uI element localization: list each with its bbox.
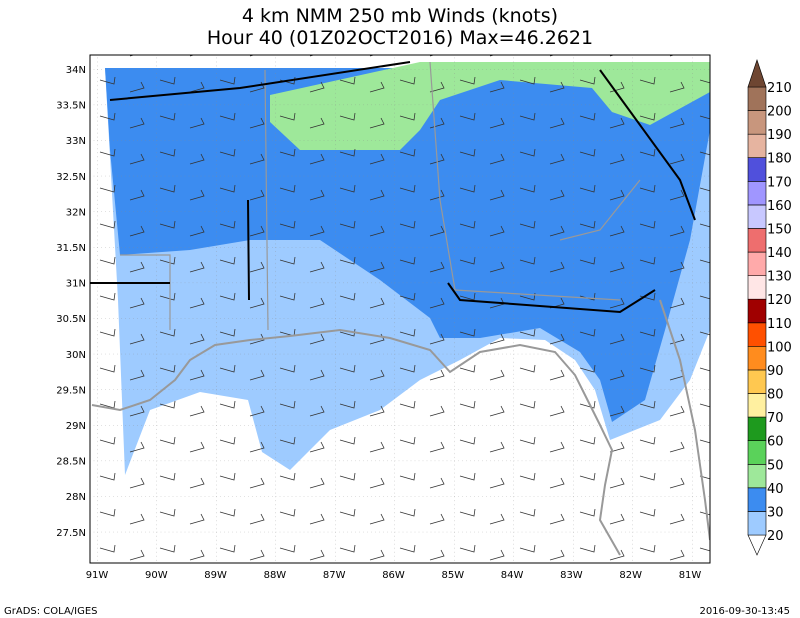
lon-label: 83W <box>560 570 583 581</box>
colorbar-label: 110 <box>767 317 792 332</box>
colorbar-label: 40 <box>767 482 784 497</box>
colorbar-label: 130 <box>767 270 792 285</box>
lat-label: 31.5N <box>56 243 86 254</box>
lat-label: 34N <box>66 65 86 76</box>
colorbar-box <box>747 59 767 88</box>
colorbar-box <box>747 346 767 371</box>
state-borders <box>120 61 641 331</box>
colorbar-label: 80 <box>767 388 784 403</box>
colorbar-label: 200 <box>767 105 792 120</box>
colorbar-box <box>747 369 767 394</box>
colorbar-label: 210 <box>767 81 792 96</box>
colorbar-box <box>747 228 767 253</box>
colorbar-box <box>747 511 767 536</box>
colorbar-box <box>747 534 767 556</box>
colorbar-label: 150 <box>767 222 792 237</box>
colorbar-box <box>747 275 767 300</box>
lon-label: 88W <box>264 570 287 581</box>
colorbar-box <box>747 322 767 347</box>
colorbar-label: 90 <box>767 364 784 379</box>
colorbar-box <box>747 487 767 512</box>
lon-label: 84W <box>501 570 524 581</box>
colorbar-box <box>747 251 767 276</box>
lat-label: 29N <box>66 421 86 432</box>
colorbar-label: 100 <box>767 340 792 355</box>
colorbar-label: 60 <box>767 435 784 450</box>
lat-label: 33N <box>66 136 86 147</box>
subtitle: Hour 40 (01Z02OCT2016) Max=46.2621 <box>207 27 593 49</box>
colorbar-label: 20 <box>767 529 784 544</box>
lon-label: 91W <box>86 570 109 581</box>
colorbar-box <box>747 416 767 441</box>
lat-label: 32N <box>66 207 86 218</box>
lat-label: 29.5N <box>56 385 86 396</box>
lon-label: 90W <box>145 570 168 581</box>
colorbar-label: 140 <box>767 246 792 261</box>
lon-label: 82W <box>619 570 642 581</box>
lon-label: 89W <box>204 570 227 581</box>
map-frame <box>89 54 711 564</box>
title: 4 km NMM 250 mb Winds (knots) <box>242 5 558 27</box>
colorbar-label: 70 <box>767 411 784 426</box>
colorbar-box <box>747 133 767 159</box>
footer-left: GrADS: COLA/IGES <box>4 606 98 617</box>
colorbar-box <box>747 440 767 465</box>
coastline <box>91 299 710 556</box>
colorbar-label: 30 <box>767 505 784 520</box>
colorbar-box <box>747 204 767 229</box>
lon-label: 81W <box>679 570 702 581</box>
colorbar-label: 190 <box>767 128 792 143</box>
lat-label: 27.5N <box>56 528 86 539</box>
bold-borders <box>90 61 696 314</box>
footer-right: 2016-09-30-13:45 <box>699 606 790 617</box>
colorbar-box <box>747 110 767 135</box>
lat-label: 31N <box>66 279 86 290</box>
colorbar-box <box>747 393 767 418</box>
lon-label: 87W <box>323 570 346 581</box>
map <box>90 55 710 563</box>
colorbar-box <box>747 181 767 206</box>
colorbar-box <box>747 298 767 324</box>
colorbar-label: 120 <box>767 293 792 308</box>
lat-label: 30N <box>66 350 86 361</box>
lat-label: 28N <box>66 492 86 503</box>
colorbar-label: 170 <box>767 175 792 190</box>
lat-label: 33.5N <box>56 101 86 112</box>
colorbar-label: 180 <box>767 152 792 167</box>
lat-label: 32.5N <box>56 172 86 183</box>
colorbar-box <box>747 463 767 489</box>
lon-label: 85W <box>441 570 464 581</box>
lon-label: 86W <box>382 570 405 581</box>
colorbar-box <box>747 86 767 111</box>
lat-label: 30.5N <box>56 314 86 325</box>
colorbar-label: 50 <box>767 458 784 473</box>
colorbar-label: 160 <box>767 199 792 214</box>
lat-label: 28.5N <box>56 457 86 468</box>
colorbar-box <box>747 157 767 182</box>
